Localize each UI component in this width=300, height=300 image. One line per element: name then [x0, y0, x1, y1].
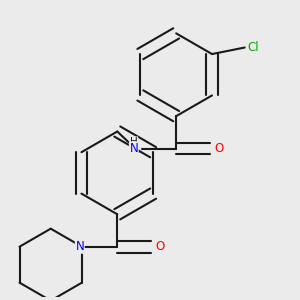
Text: H: H [130, 137, 138, 147]
Text: N: N [75, 240, 84, 253]
Text: Cl: Cl [247, 41, 259, 54]
Text: O: O [214, 142, 223, 155]
Text: O: O [155, 240, 164, 253]
Text: N: N [129, 142, 138, 155]
